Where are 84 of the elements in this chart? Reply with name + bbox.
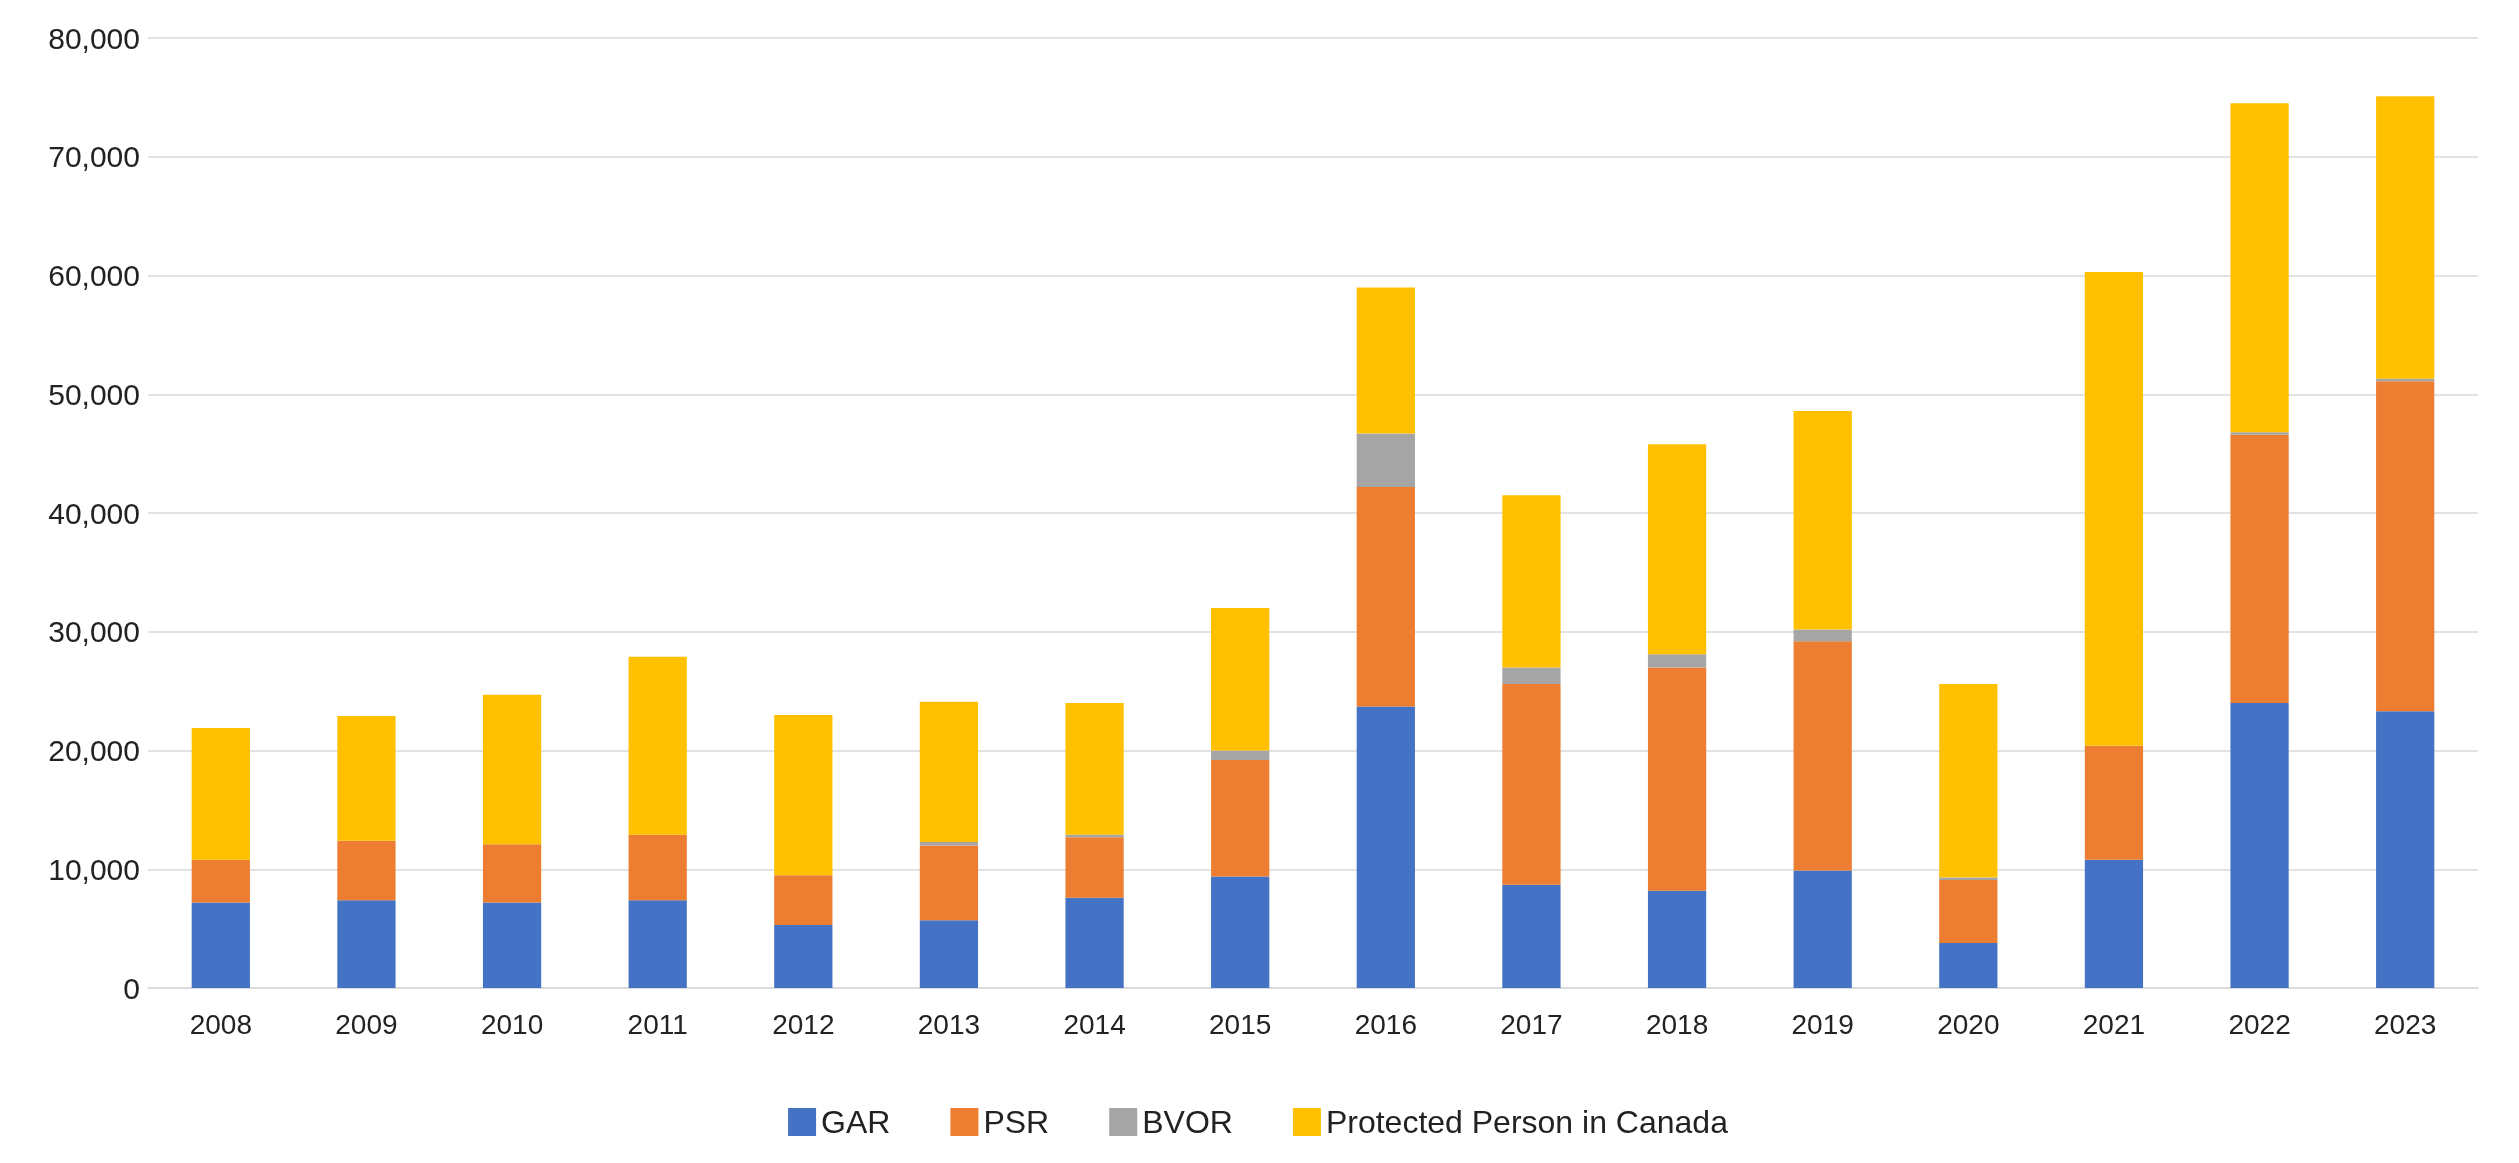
y-tick-label: 70,000 — [48, 140, 140, 174]
x-tick-label: 2021 — [2082, 1008, 2146, 1040]
bar — [774, 925, 833, 988]
legend-label: BVOR — [1142, 1104, 1233, 1140]
bar — [1065, 837, 1124, 898]
bar — [2230, 432, 2289, 435]
bar — [1356, 706, 1415, 988]
bar — [1647, 654, 1707, 668]
bar — [1356, 486, 1415, 707]
x-tick-label: 2020 — [1937, 1008, 2000, 1040]
bar — [628, 834, 687, 901]
bar — [2230, 103, 2289, 433]
bar — [1211, 876, 1270, 988]
bar — [774, 875, 833, 926]
x-tick-label: 2013 — [917, 1008, 981, 1040]
bar — [628, 900, 687, 988]
x-tick-label: 2011 — [627, 1008, 688, 1040]
bar — [1939, 684, 1998, 878]
bar — [919, 841, 979, 846]
bar — [2376, 381, 2435, 712]
bar — [1502, 667, 1561, 684]
legend-label: Protected Person in Canada — [1325, 1104, 1729, 1140]
y-tick-label: 60,000 — [48, 259, 140, 292]
x-tick-label: 2017 — [1500, 1008, 1563, 1040]
y-tick-label: 40,000 — [48, 496, 140, 530]
x-tick-label: 2014 — [1063, 1008, 1126, 1040]
bar — [1502, 495, 1561, 668]
y-tick-label: 0 — [123, 971, 140, 1005]
bar — [482, 844, 542, 903]
bar — [1211, 608, 1270, 751]
bar — [1647, 444, 1707, 655]
bar — [1793, 870, 1852, 988]
y-tick-label: 20,000 — [48, 734, 140, 767]
bar — [337, 900, 396, 988]
bar — [1793, 410, 1852, 630]
bar — [2376, 96, 2435, 379]
y-tick-label: 30,000 — [48, 615, 140, 649]
bar — [1065, 897, 1124, 988]
bar — [919, 701, 979, 842]
bar — [2230, 703, 2289, 988]
x-tick-label: 2010 — [480, 1008, 544, 1040]
x-tick-label: 2019 — [1791, 1008, 1854, 1040]
bar — [337, 716, 396, 841]
bar — [2084, 271, 2144, 746]
bar — [1647, 667, 1707, 891]
bar — [191, 859, 250, 903]
bar — [482, 902, 542, 988]
legend-label: GAR — [821, 1104, 891, 1140]
bar — [1939, 879, 1998, 943]
x-tick-label: 2018 — [1645, 1008, 1709, 1040]
y-tick-label: 10,000 — [48, 852, 140, 886]
bar — [2376, 711, 2435, 988]
y-tick-label: 50,000 — [48, 377, 140, 411]
bar — [191, 902, 250, 988]
bar — [628, 656, 687, 835]
bar — [1502, 884, 1561, 988]
x-tick-label: 2012 — [772, 1008, 835, 1040]
bar — [1793, 629, 1852, 642]
bar — [2230, 434, 2289, 703]
bar — [2084, 859, 2144, 988]
bar — [1211, 760, 1270, 877]
x-tick-label: 2022 — [2228, 1008, 2291, 1040]
bar — [337, 840, 396, 901]
bar — [919, 845, 979, 921]
bar — [482, 694, 542, 845]
bar — [919, 920, 979, 988]
bar — [191, 727, 250, 860]
bar — [1356, 433, 1415, 487]
bar — [1356, 287, 1415, 434]
x-tick-label: 2023 — [2374, 1008, 2437, 1040]
bar — [1502, 684, 1561, 885]
y-tick-label: 80,000 — [48, 21, 140, 55]
bar — [1065, 703, 1124, 835]
x-tick-label: 2015 — [1209, 1008, 1272, 1040]
bar — [1647, 890, 1707, 988]
bar — [2084, 745, 2144, 860]
x-tick-label: 2009 — [335, 1008, 398, 1040]
bar — [1939, 942, 1998, 988]
x-tick-label: 2016 — [1354, 1008, 1417, 1040]
x-tick-label: 2008 — [189, 1008, 252, 1040]
bar — [1793, 641, 1852, 871]
legend-label: PSR — [983, 1104, 1050, 1140]
bar — [774, 714, 833, 876]
bar — [1211, 750, 1270, 760]
